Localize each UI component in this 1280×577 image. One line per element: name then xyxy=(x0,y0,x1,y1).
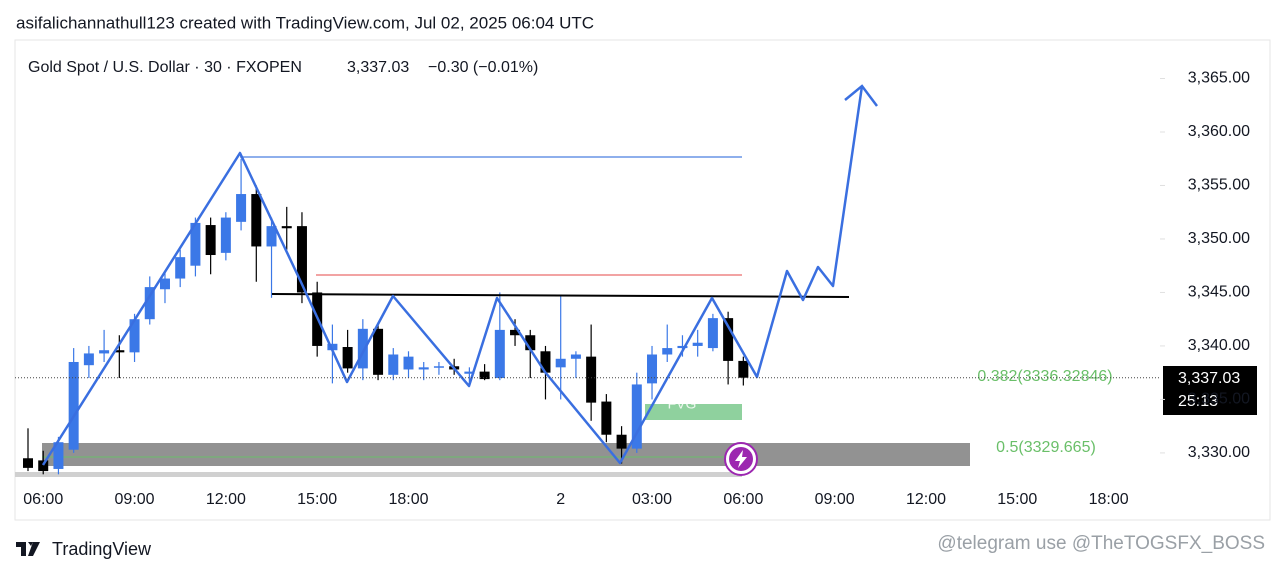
lower-band xyxy=(15,472,742,477)
candle-body xyxy=(220,217,231,253)
neckline xyxy=(271,293,850,298)
y-tick-label: 3,350.00 xyxy=(1188,230,1250,247)
x-tick-label: 03:00 xyxy=(632,491,672,508)
y-tick-label: 3,340.00 xyxy=(1188,337,1250,354)
candle-body xyxy=(738,360,749,378)
candle-body xyxy=(510,329,521,336)
candle-body xyxy=(327,343,338,351)
candle-body xyxy=(677,345,688,349)
candle-body xyxy=(555,358,566,368)
candle-body xyxy=(342,347,353,369)
candle-body xyxy=(494,329,505,379)
candle-body xyxy=(281,226,292,229)
candle-body xyxy=(38,460,49,472)
candle-body xyxy=(616,434,627,449)
fvg-zone xyxy=(645,404,742,420)
candle-body xyxy=(418,367,429,370)
candle-body xyxy=(647,354,658,384)
x-tick-label: 06:00 xyxy=(723,491,763,508)
price-tag xyxy=(1163,366,1257,415)
x-tick-label: 09:00 xyxy=(815,491,855,508)
candle-body xyxy=(159,278,170,290)
candle-body xyxy=(99,350,110,354)
projection-arrow xyxy=(844,84,878,107)
x-tick-label: 12:00 xyxy=(206,491,246,508)
logo-text: TradingView xyxy=(52,539,152,559)
candle-body xyxy=(129,319,140,353)
candles xyxy=(23,158,749,475)
candle-body xyxy=(190,222,201,266)
candle-body xyxy=(205,225,216,256)
credit: asifalichannathull123 created with Tradi… xyxy=(16,13,594,32)
projection-path xyxy=(41,85,864,466)
candle-body xyxy=(464,371,475,374)
legend-change: −0.30 (−0.01%) xyxy=(428,59,538,76)
y-tick-label: 3,360.00 xyxy=(1188,123,1250,140)
candle-body xyxy=(570,354,581,359)
candle-body xyxy=(692,342,703,346)
candle-body xyxy=(296,226,307,293)
candle-body xyxy=(433,366,444,368)
demand-zone xyxy=(42,443,970,466)
candle-body xyxy=(403,356,414,370)
x-tick-label: 18:00 xyxy=(1089,491,1129,508)
alert-icon[interactable] xyxy=(724,442,758,476)
candle-body xyxy=(68,361,79,450)
x-tick-label: 18:00 xyxy=(388,491,428,508)
candle-body xyxy=(83,353,94,366)
y-tick-label: 3,330.00 xyxy=(1188,444,1250,461)
candle-body xyxy=(144,287,155,320)
candle-body xyxy=(388,354,399,375)
candle-body xyxy=(723,318,734,361)
candle-body xyxy=(53,442,64,469)
candle-body xyxy=(266,226,277,247)
candle-body xyxy=(373,328,384,375)
candle-body xyxy=(601,401,612,435)
symbol-title: Gold Spot / U.S. Dollar · 30 · FXOPEN xyxy=(28,59,302,76)
candle-body xyxy=(525,335,536,351)
candle-body xyxy=(662,348,673,355)
price-tag-countdown: 25:13 xyxy=(1178,393,1218,410)
candle-body xyxy=(586,356,597,403)
y-tick-label: 3,335.00 xyxy=(1188,391,1250,408)
x-tick-label: 2 xyxy=(556,491,565,508)
watermark: @telegram use @TheTOGSFX_BOSS xyxy=(937,533,1265,554)
candle-body xyxy=(114,350,125,353)
candle-body xyxy=(236,194,247,222)
candle-body xyxy=(175,257,186,279)
legend-price: 3,337.03 xyxy=(347,59,409,76)
x-tick-label: 09:00 xyxy=(115,491,155,508)
chart-frame xyxy=(14,39,1271,521)
price-tag-value: 3,337.03 xyxy=(1178,370,1240,387)
fvg-label: FVG xyxy=(668,396,697,412)
candle-body xyxy=(23,458,33,468)
y-tick-label: 3,365.00 xyxy=(1188,70,1250,87)
candle-body xyxy=(357,328,368,369)
candle-body xyxy=(251,194,262,247)
candle-body xyxy=(631,384,642,449)
y-tick-label: 3,345.00 xyxy=(1188,284,1250,301)
fib-label: 0.382(3336.32846) xyxy=(977,368,1112,385)
y-tick-label: 3,355.00 xyxy=(1188,177,1250,194)
x-tick-label: 15:00 xyxy=(997,491,1037,508)
fib-label: 0.5(3329.665) xyxy=(996,439,1096,456)
x-tick-label: 06:00 xyxy=(23,491,63,508)
x-tick-label: 12:00 xyxy=(906,491,946,508)
candle-body xyxy=(707,318,718,349)
x-tick-label: 15:00 xyxy=(297,491,337,508)
candle-body xyxy=(540,351,551,373)
candle-body xyxy=(479,371,490,380)
logo xyxy=(16,542,40,556)
